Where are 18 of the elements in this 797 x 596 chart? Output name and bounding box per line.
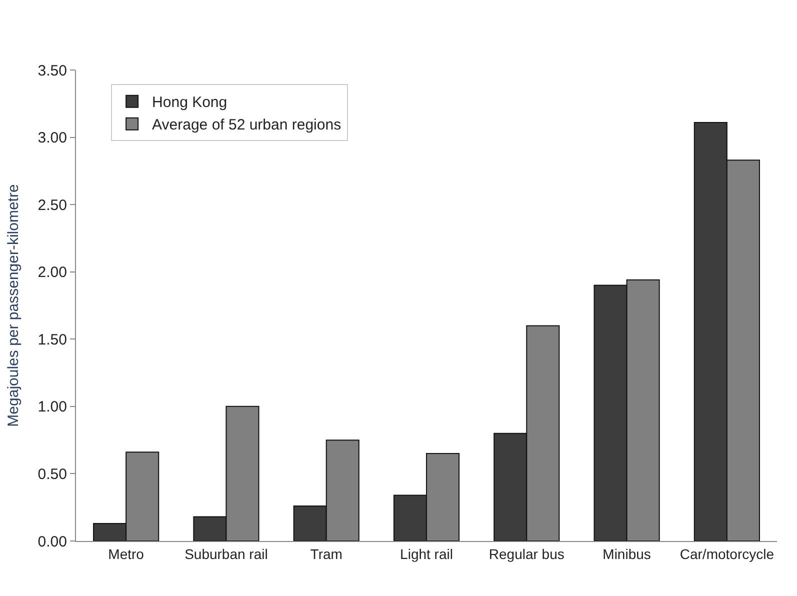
y-tick-label: 0.00 bbox=[38, 533, 67, 550]
x-tick-label: Suburban rail bbox=[184, 546, 268, 562]
x-tick-label: Car/motorcycle bbox=[680, 546, 774, 562]
x-tick-label: Metro bbox=[108, 546, 144, 562]
legend-label: Average of 52 urban regions bbox=[152, 116, 342, 134]
x-tick-label: Minibus bbox=[602, 546, 651, 562]
y-tick-label: 2.00 bbox=[38, 264, 67, 282]
y-tick-label: 0.50 bbox=[38, 466, 67, 483]
y-tick-label: 1.00 bbox=[38, 398, 67, 416]
y-tick-label: 3.00 bbox=[38, 130, 67, 147]
x-tick-label: Tram bbox=[310, 546, 342, 562]
y-tick-label: 1.50 bbox=[38, 331, 67, 348]
x-tick-label: Regular bus bbox=[488, 546, 564, 562]
x-tick-label: Light rail bbox=[400, 546, 453, 562]
y-tick-label: 3.50 bbox=[38, 62, 67, 80]
y-axis-title: Megajoules per passenger-kilometre bbox=[5, 184, 22, 427]
y-tick-label: 2.50 bbox=[38, 196, 67, 214]
legend-label: Hong Kong bbox=[152, 94, 228, 112]
